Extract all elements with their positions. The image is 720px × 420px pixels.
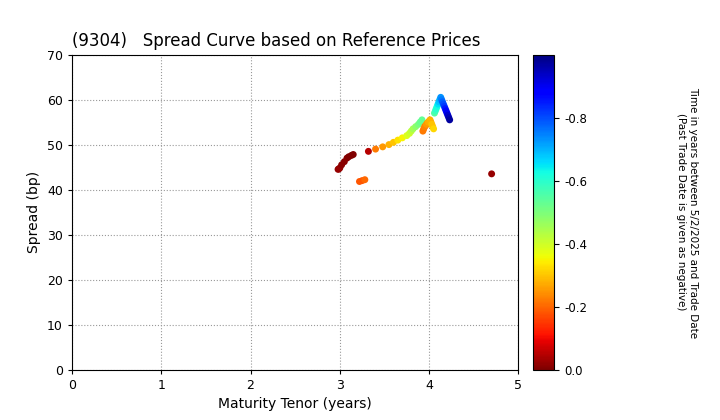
Point bbox=[420, 122, 431, 129]
Point bbox=[430, 108, 441, 114]
Point bbox=[424, 116, 436, 123]
Y-axis label: Spread (bp): Spread (bp) bbox=[27, 171, 42, 253]
Point bbox=[401, 132, 413, 139]
Point bbox=[441, 108, 452, 114]
Point bbox=[348, 151, 359, 158]
Point bbox=[408, 126, 419, 132]
Point bbox=[333, 166, 344, 173]
Point bbox=[420, 121, 432, 128]
Point bbox=[426, 121, 438, 128]
Point bbox=[443, 114, 454, 121]
Point bbox=[431, 105, 442, 112]
Point bbox=[383, 141, 395, 148]
X-axis label: Maturity Tenor (years): Maturity Tenor (years) bbox=[218, 397, 372, 411]
Point bbox=[442, 112, 454, 119]
Point bbox=[441, 110, 453, 116]
Point bbox=[356, 177, 368, 184]
Point bbox=[405, 128, 417, 134]
Point bbox=[423, 119, 434, 126]
Point bbox=[428, 110, 440, 116]
Point bbox=[336, 161, 347, 168]
Point bbox=[387, 139, 399, 146]
Point bbox=[434, 96, 446, 103]
Point bbox=[417, 128, 428, 134]
Point bbox=[427, 123, 438, 130]
Point bbox=[338, 158, 350, 165]
Point bbox=[428, 126, 439, 132]
Point bbox=[334, 165, 346, 171]
Point bbox=[436, 96, 447, 103]
Point bbox=[413, 121, 424, 128]
Point bbox=[433, 98, 445, 105]
Point bbox=[438, 101, 449, 108]
Point bbox=[416, 116, 428, 123]
Point bbox=[370, 146, 382, 152]
Point bbox=[359, 176, 371, 183]
Point bbox=[425, 119, 436, 126]
Point bbox=[422, 120, 433, 126]
Point bbox=[431, 103, 443, 110]
Point bbox=[486, 171, 498, 177]
Point bbox=[432, 101, 444, 108]
Point bbox=[333, 165, 345, 172]
Point bbox=[435, 94, 446, 101]
Point bbox=[341, 155, 353, 161]
Point bbox=[439, 105, 451, 112]
Point bbox=[377, 144, 389, 150]
Text: (9304)   Spread Curve based on Reference Prices: (9304) Spread Curve based on Reference P… bbox=[72, 32, 480, 50]
Point bbox=[437, 98, 449, 105]
Point bbox=[354, 178, 365, 185]
Point bbox=[397, 134, 408, 141]
Point bbox=[363, 148, 374, 155]
Point bbox=[415, 119, 426, 126]
Point bbox=[343, 153, 354, 160]
Point bbox=[346, 152, 357, 159]
Y-axis label: Time in years between 5/2/2025 and Trade Date
(Past Trade Date is given as negat: Time in years between 5/2/2025 and Trade… bbox=[676, 87, 698, 338]
Point bbox=[404, 130, 415, 137]
Point bbox=[392, 137, 404, 144]
Point bbox=[419, 123, 431, 130]
Point bbox=[410, 123, 421, 130]
Point bbox=[423, 118, 435, 125]
Point bbox=[418, 126, 430, 132]
Point bbox=[444, 116, 456, 123]
Point bbox=[438, 103, 450, 110]
